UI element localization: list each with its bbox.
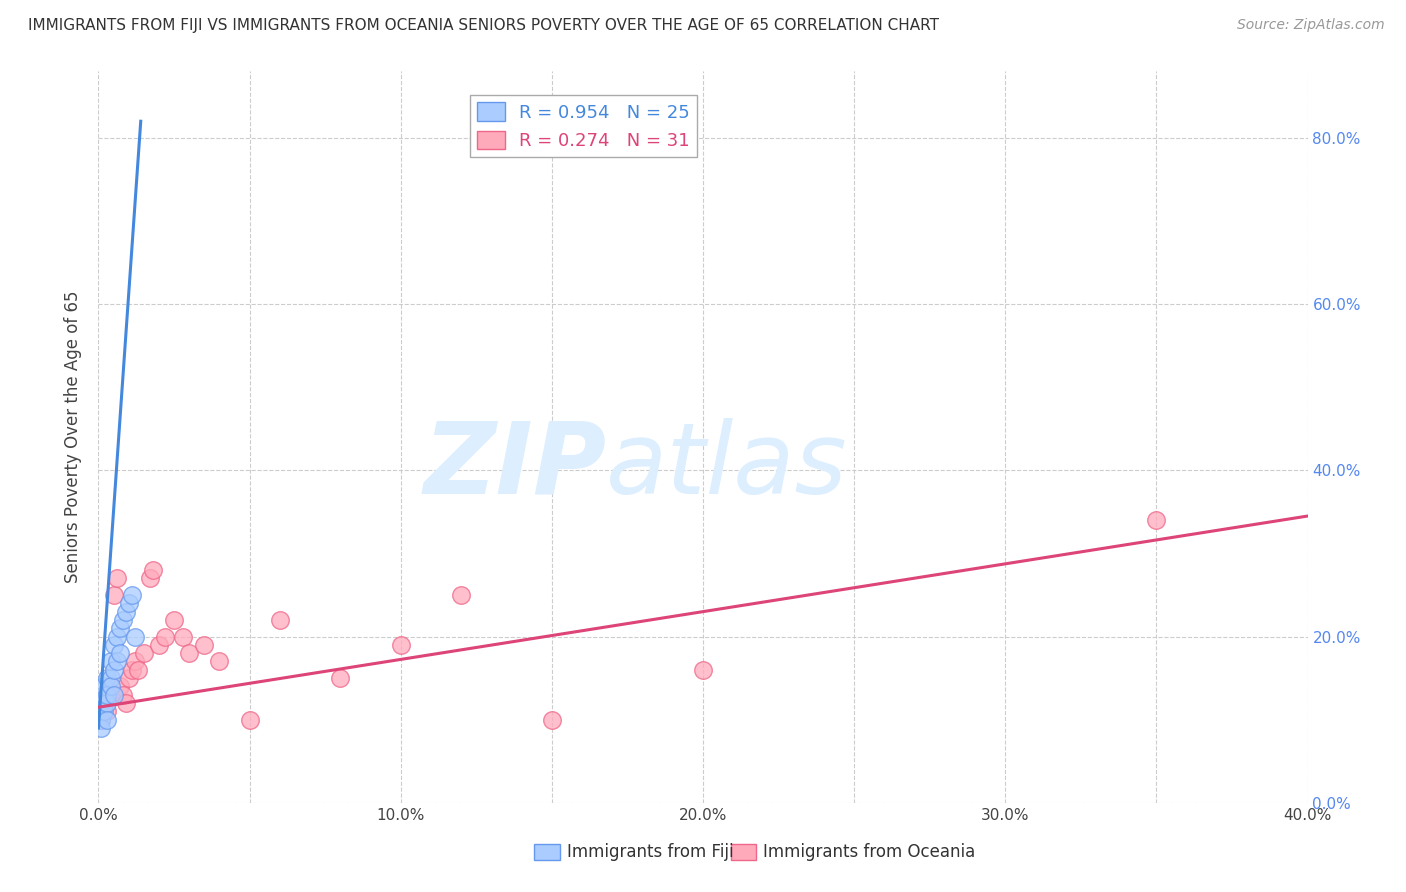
Point — [103, 638, 125, 652]
Point — [96, 671, 118, 685]
Point — [239, 713, 262, 727]
Point — [90, 713, 112, 727]
Point — [124, 630, 146, 644]
Point — [121, 588, 143, 602]
Text: atlas: atlas — [606, 417, 848, 515]
Point — [127, 663, 149, 677]
Point — [132, 646, 155, 660]
Legend: R = 0.954   N = 25, R = 0.274   N = 31: R = 0.954 N = 25, R = 0.274 N = 31 — [470, 95, 697, 157]
Point — [96, 696, 118, 710]
Text: ZIP: ZIP — [423, 417, 606, 515]
Point — [105, 630, 128, 644]
Point — [124, 655, 146, 669]
Point — [90, 721, 112, 735]
Point — [450, 588, 472, 602]
Text: IMMIGRANTS FROM FIJI VS IMMIGRANTS FROM OCEANIA SENIORS POVERTY OVER THE AGE OF : IMMIGRANTS FROM FIJI VS IMMIGRANTS FROM … — [28, 18, 939, 33]
Point — [103, 663, 125, 677]
Point — [153, 630, 176, 644]
Point — [93, 680, 115, 694]
Point — [105, 655, 128, 669]
Point — [114, 605, 136, 619]
Point — [100, 655, 122, 669]
Point — [121, 663, 143, 677]
Point — [1144, 513, 1167, 527]
Point — [118, 671, 141, 685]
Point — [179, 646, 201, 660]
Point — [111, 613, 134, 627]
Point — [96, 705, 118, 719]
Point — [163, 613, 186, 627]
Point — [108, 646, 131, 660]
Point — [111, 688, 134, 702]
Point — [93, 696, 115, 710]
Point — [90, 713, 112, 727]
Point — [96, 713, 118, 727]
Point — [105, 571, 128, 585]
Point — [139, 571, 162, 585]
Point — [118, 596, 141, 610]
Point — [208, 655, 231, 669]
Text: Source: ZipAtlas.com: Source: ZipAtlas.com — [1237, 18, 1385, 32]
Point — [93, 688, 115, 702]
Point — [100, 688, 122, 702]
Point — [540, 713, 562, 727]
Point — [692, 663, 714, 677]
Point — [108, 680, 131, 694]
Point — [90, 696, 112, 710]
Point — [172, 630, 194, 644]
Point — [93, 705, 115, 719]
Point — [108, 621, 131, 635]
Point — [389, 638, 412, 652]
Point — [114, 696, 136, 710]
Point — [193, 638, 215, 652]
Point — [269, 613, 291, 627]
Point — [142, 563, 165, 577]
Point — [100, 671, 122, 685]
Point — [96, 688, 118, 702]
Point — [329, 671, 352, 685]
Text: Immigrants from Oceania: Immigrants from Oceania — [763, 843, 976, 861]
Point — [103, 688, 125, 702]
Y-axis label: Seniors Poverty Over the Age of 65: Seniors Poverty Over the Age of 65 — [65, 291, 83, 583]
Point — [103, 588, 125, 602]
Point — [148, 638, 170, 652]
Text: Immigrants from Fiji: Immigrants from Fiji — [567, 843, 734, 861]
Point — [100, 680, 122, 694]
